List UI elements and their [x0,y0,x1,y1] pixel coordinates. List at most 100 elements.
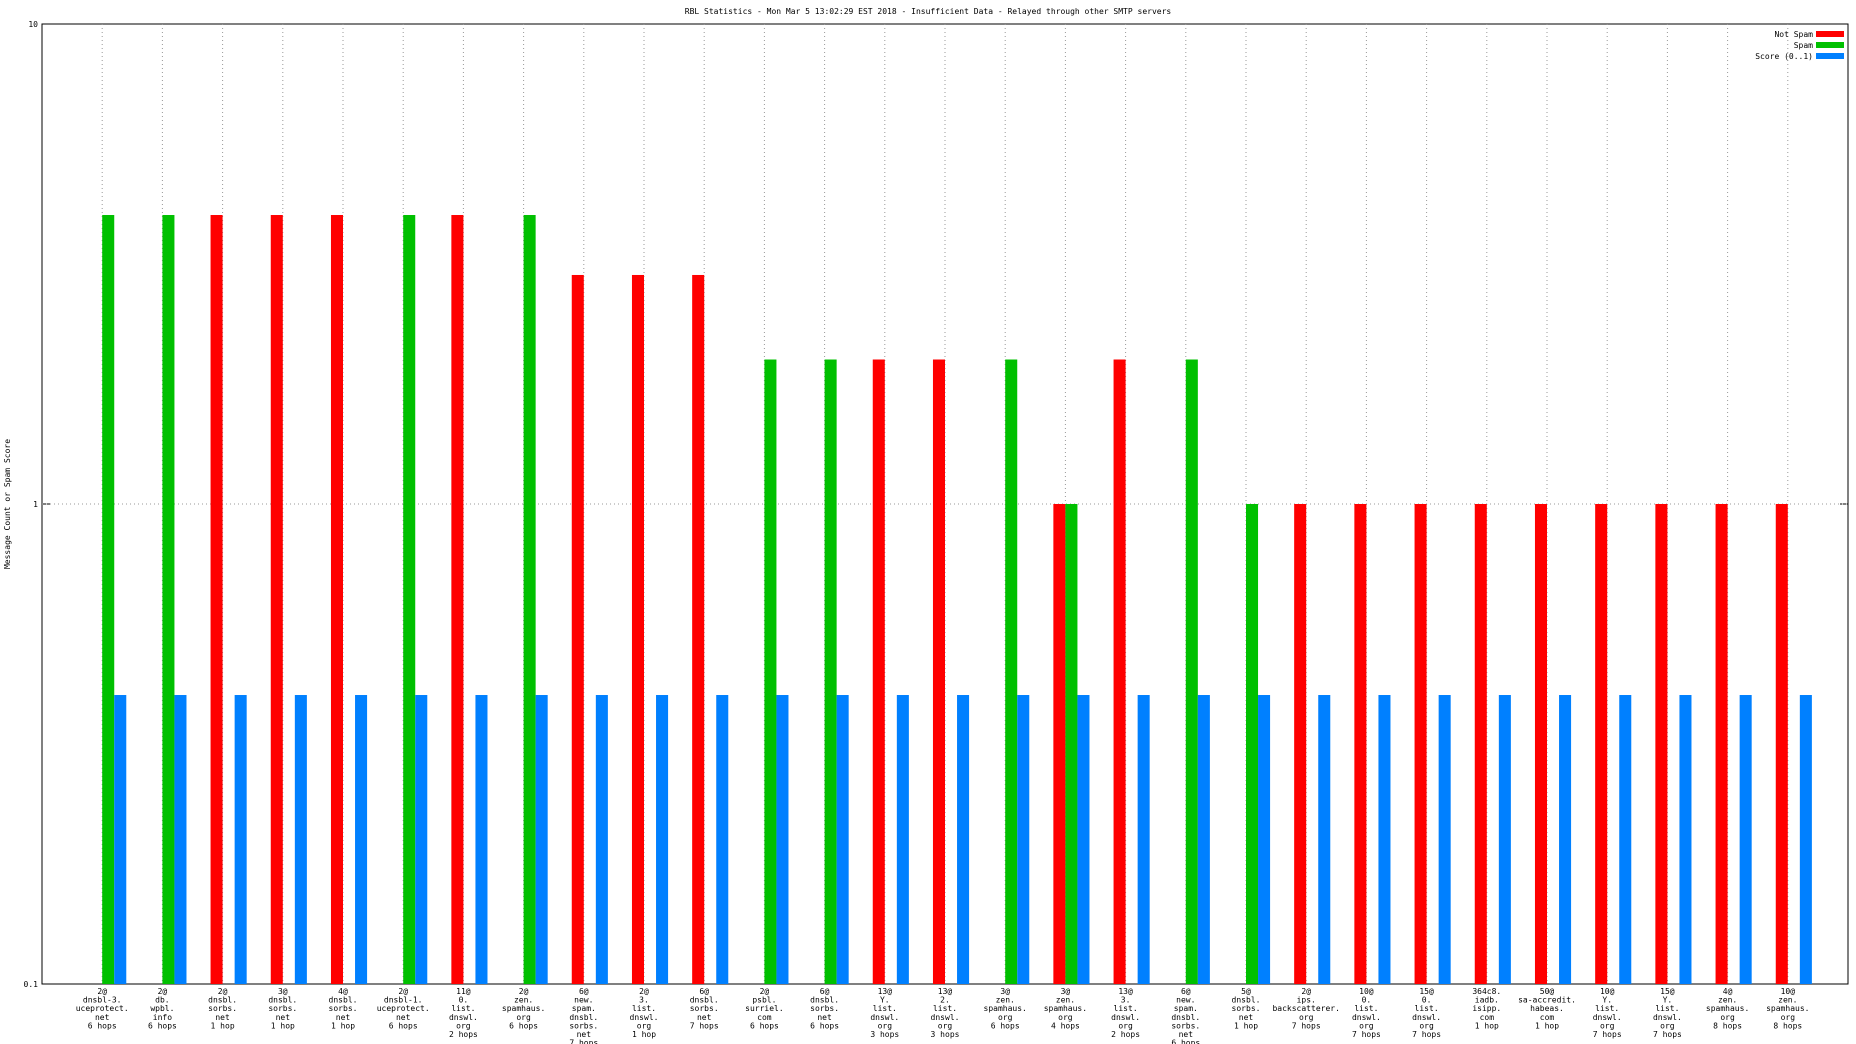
x-tick-label: 13@ 2. list. dnswl. org 3 hops [931,987,960,1039]
x-tick-label-line: dnswl. [1593,1013,1622,1022]
x-tick-label-line: dnsbl. [690,996,719,1005]
x-tick-label-line: 6@ [699,987,709,996]
x-tick-label: 5@ dnsbl. sorbs. net 1 hop [1232,987,1261,1030]
x-tick-label-line: wpbl. [150,1004,174,1013]
bar [957,695,970,984]
x-tick-label-line: 8 hops [1773,1021,1802,1030]
bar [836,695,849,984]
bar [1559,695,1572,984]
x-tick-label-line: 10@ [1359,987,1374,996]
bar [114,695,127,984]
x-tick-label: 10@ zen. spamhaus. org 8 hops [1766,987,1809,1030]
x-tick-label-line: list. [1415,1004,1439,1013]
x-tick-label-line: spamhaus. [502,1004,545,1013]
x-tick-label-line: list. [873,1004,897,1013]
x-tick-label-line: net [1239,1013,1254,1022]
x-tick-label-line: 4@ [338,987,348,996]
bar [1294,504,1307,984]
x-tick-label-line: 5@ [1241,987,1251,996]
bar [1077,695,1090,984]
bar [162,215,175,984]
bar [1258,695,1271,984]
x-tick-label-line: 6@ [820,987,830,996]
x-tick-label-line: 6 hops [148,1021,177,1030]
x-tick-label-line: dnswl. [1412,1013,1441,1022]
x-tick-label-line: list. [1354,1004,1378,1013]
bar [270,215,283,984]
x-tick-label: 13@ 3. list. dnswl. org 2 hops [1111,987,1140,1039]
x-tick-label-line: sa-accredit. [1518,996,1576,1005]
x-tick-label-line: 3 hops [870,1030,899,1039]
x-tick-label-line: sorbs. [208,1004,237,1013]
x-tick-label-line: 2@ [398,987,408,996]
x-tick-label-line: net [1179,1030,1194,1039]
x-tick-label-line: net [697,1013,712,1022]
x-tick-label: 2@ dnsbl-1. uceprotect. net 6 hops [377,987,430,1030]
x-tick-label-line: org [998,1013,1013,1022]
x-tick-label-line: 1 hop [1475,1021,1499,1030]
x-tick-label: 2@ 3. list. dnswl. org 1 hop [630,987,659,1039]
bar [523,215,536,984]
bar [1378,695,1391,984]
x-tick-label-line: Y. [1663,996,1673,1005]
x-tick-label-line: list. [451,1004,475,1013]
bar [631,274,644,984]
bar [1005,359,1018,984]
x-tick-label-line: 7 hops [690,1021,719,1030]
x-tick-label-line: 13@ [938,987,953,996]
x-tick-label-line: 15@ [1419,987,1434,996]
bar [656,695,669,984]
x-tick-label-line: 0. [1362,996,1372,1005]
x-tick-label: 10@ 0. list. dnswl. org 7 hops [1352,987,1381,1039]
y-tick-label: 0.1 [24,980,39,989]
x-tick-label: 6@ new. spam. dnsbl. sorbs. net 6 hops [1171,987,1200,1044]
bar [1474,504,1487,984]
x-tick-label-line: 1 hop [1234,1021,1258,1030]
x-tick-label-line: spamhaus. [984,1004,1027,1013]
x-tick-label-line: org [938,1021,953,1030]
x-tick-label-line: list. [933,1004,957,1013]
x-tick-label-line: 2@ [1301,987,1311,996]
legend-label: Not Spam [1774,30,1813,39]
x-tick-label-line: Y. [1602,996,1612,1005]
x-tick-label-line: 3@ [1000,987,1010,996]
x-tick-label-line: 3@ [278,987,288,996]
x-tick-label-line: list. [632,1004,656,1013]
x-tick-label-line: 1 hop [271,1021,295,1030]
x-tick-label-line: org [878,1021,893,1030]
x-tick-label-line: 6 hops [509,1021,538,1030]
bar [1113,359,1126,984]
bar [1318,695,1331,984]
x-tick-label-line: dnsbl. [569,1013,598,1022]
x-tick-label-line: dnsbl. [1232,996,1261,1005]
x-tick-label-line: db. [155,996,169,1005]
x-tick-label-line: net [276,1013,291,1022]
x-tick-label-line: new. [574,996,593,1005]
x-tick-label-line: dnswl. [1111,1013,1140,1022]
x-tick-label-line: 0. [1422,996,1432,1005]
x-tick-label-line: sorbs. [569,1021,598,1030]
x-tick-label-line: list. [1114,1004,1138,1013]
x-tick-label-line: isipp. [1472,1004,1501,1013]
x-tick-label: 3@ zen. spamhaus. org 6 hops [984,987,1027,1030]
bar [355,695,368,984]
x-tick-label-line: org [1058,1013,1073,1022]
legend-label: Spam [1794,41,1813,50]
x-tick-label: 15@ 0. list. dnswl. org 7 hops [1412,987,1441,1039]
x-tick-label-line: net [95,1013,110,1022]
bar [824,359,837,984]
bar [1775,504,1788,984]
x-tick-label-line: zen. [996,996,1015,1005]
bar [595,695,608,984]
x-tick-label-line: 1 hop [331,1021,355,1030]
x-tick-label-line: 3. [639,996,649,1005]
legend-swatch [1816,31,1844,37]
x-tick-label-line: sorbs. [690,1004,719,1013]
x-tick-label-line: sorbs. [268,1004,297,1013]
x-tick-label: 6@ dnsbl. sorbs. net 7 hops [690,987,719,1030]
bar [1065,504,1078,984]
bar [571,274,584,984]
x-tick-label: 11@ 0. list. dnswl. org 2 hops [449,987,478,1039]
x-tick-label-line: 6 hops [88,1021,117,1030]
